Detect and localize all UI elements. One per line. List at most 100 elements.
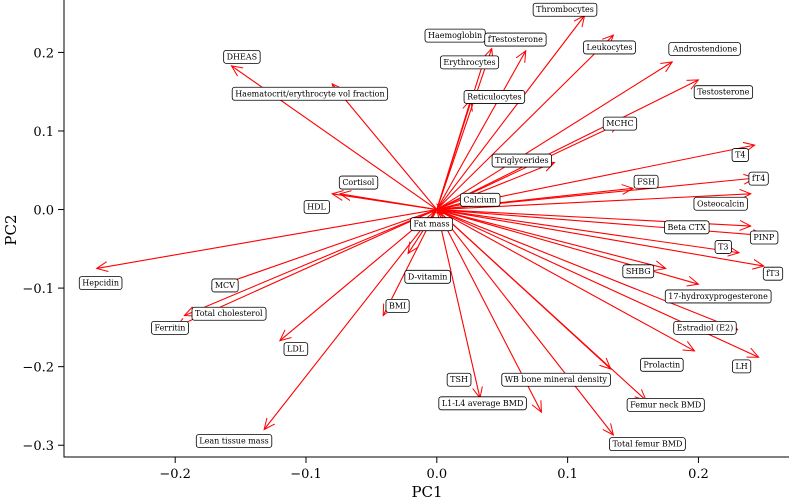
variable-label-text: Erythrocytes	[443, 58, 495, 67]
y-axis: −0.3 −0.2 −0.1 0.0 0.1 0.2	[22, 46, 64, 454]
variable-label-text: FSH	[637, 177, 655, 186]
variable-label-text: Androstendione	[672, 44, 738, 53]
x-tick-label: −0.1	[290, 467, 322, 482]
variable-label-text: LDL	[287, 345, 305, 354]
variable-label-cortisol: Cortisol	[338, 175, 379, 190]
variable-label-hdl: HDL	[303, 199, 330, 214]
variable-label-t4: T4	[731, 148, 749, 162]
variable-label-total-femur-bmd: Total femur BMD	[609, 437, 686, 452]
variable-label-text: Calcium	[463, 195, 497, 204]
label-box	[151, 320, 189, 335]
label-box	[622, 264, 655, 279]
label-box	[404, 269, 451, 284]
variable-label-reticulocytes: Reticulocytes	[463, 90, 526, 104]
variable-label-text: Leukocytes	[587, 43, 633, 52]
variable-label-thrombocytes: Thrombocytes	[532, 2, 598, 17]
label-box	[762, 266, 784, 281]
vector-arrow-mcv	[212, 209, 437, 289]
vector-arrow-androstendione	[436, 62, 672, 211]
variable-label-total-cholesterol: Total cholesterol	[191, 306, 267, 321]
label-box	[693, 85, 754, 100]
variable-label-text: 17-hydroxyprogesterone	[668, 292, 768, 301]
y-tick-label: −0.1	[22, 282, 54, 297]
variable-label-17-hydroxyprogesterone: 17-hydroxyprogesterone	[664, 289, 772, 304]
variable-label-pinp: PINP	[749, 230, 779, 245]
label-box	[491, 153, 552, 168]
variable-label-text: fTestosterone	[488, 35, 543, 44]
x-tick-label: −0.2	[159, 467, 191, 482]
vector-arrow-ldl	[280, 209, 438, 341]
vector-arrow-triglycerides	[436, 162, 555, 211]
variable-label-text: BMI	[389, 301, 406, 310]
variable-label-text: Femur neck BMD	[630, 400, 701, 409]
variable-label-text: Estradiol (E2)	[677, 323, 734, 332]
x-axis-title: PC1	[411, 483, 442, 501]
vector-arrow-haemoglobin	[436, 48, 492, 210]
y-axis-title: PC2	[2, 214, 20, 245]
y-tick-label: −0.3	[22, 439, 54, 454]
label-box	[749, 230, 779, 245]
variable-label-text: Reticulocytes	[467, 92, 522, 101]
variable-label-text: MCV	[215, 281, 235, 290]
variable-label-testosterone: Testosterone	[693, 85, 754, 100]
label-box	[459, 192, 501, 207]
variable-label-text: Cortisol	[342, 178, 374, 187]
label-box	[532, 2, 598, 17]
variable-label-text: Hepcidin	[82, 279, 119, 288]
vector-arrow-d-vitamin	[408, 209, 438, 254]
variable-label-mcv: MCV	[211, 278, 239, 293]
variable-label-femur-neck-bmd: Femur neck BMD	[626, 397, 705, 412]
y-tick-label: 0.1	[33, 125, 54, 140]
label-box	[714, 240, 732, 254]
variable-label-text: L1-L4 average BMD	[442, 399, 524, 408]
variable-label-text: Total cholesterol	[195, 309, 263, 318]
vector-arrow-estradiol-e2	[436, 209, 738, 330]
variable-label-text: Prolactin	[643, 360, 680, 369]
vector-arrow-femur-neck-bmd	[436, 209, 646, 401]
label-box	[626, 397, 705, 412]
variable-label-text: Thrombocytes	[536, 5, 594, 14]
variable-label-text: MCHC	[606, 119, 633, 128]
variable-label-prolactin: Prolactin	[640, 357, 684, 372]
vector-arrow-testosterone	[436, 80, 699, 211]
variable-label-text: D-vitamin	[408, 272, 448, 281]
variable-label-lean-tissue-mass: Lean tissue mass	[195, 434, 273, 448]
vector-arrow-prolactin	[436, 209, 695, 351]
label-box	[438, 396, 527, 411]
variable-label-text: fT3	[766, 269, 779, 278]
label-layer: Thrombocytes Haemoglobin fTestosterone Eryt…	[78, 2, 784, 452]
variable-label-beta-ctx: Beta CTX	[664, 220, 710, 235]
variable-label-osteocalcin: Osteocalcin	[693, 196, 748, 211]
variable-label-d-vitamin: D-vitamin	[404, 269, 451, 284]
variable-label-ft3: fT3	[762, 266, 784, 281]
label-box	[583, 40, 636, 55]
label-box	[748, 171, 769, 186]
variable-label-text: fT4	[752, 174, 765, 183]
variable-label-text: Haemoglobin	[428, 31, 482, 40]
variable-label-text: Triglycerides	[495, 156, 548, 165]
variable-label-text: Ferritin	[154, 323, 185, 332]
vector-arrow-ft3	[436, 208, 764, 267]
vector-arrow-shbg	[436, 209, 666, 269]
variable-label-text: Testosterone	[697, 88, 749, 97]
label-box	[609, 437, 686, 452]
label-box	[439, 55, 500, 70]
label-box	[410, 217, 454, 232]
label-box	[602, 116, 638, 131]
variable-label-text: Osteocalcin	[697, 199, 744, 208]
label-box	[78, 276, 123, 290]
variable-label-text: LH	[735, 362, 747, 371]
vector-arrow-reticulocytes	[436, 100, 471, 210]
x-tick-label: 0.1	[557, 467, 578, 482]
variable-label-triglycerides: Triglycerides	[491, 153, 552, 168]
variable-label-text: T4	[735, 151, 745, 160]
variable-label-l1-l4-average-bmd: L1-L4 average BMD	[438, 396, 527, 411]
variable-label-text: Lean tissue mass	[199, 437, 269, 446]
label-box	[211, 278, 239, 293]
variable-label-text: Haematocrit/erythrocyte vol fraction	[235, 89, 384, 98]
variable-label-text: HDL	[307, 202, 326, 211]
vector-arrow-leukocytes	[436, 35, 614, 210]
label-box	[191, 306, 267, 321]
vector-arrow-total-femur-bmd	[436, 209, 614, 435]
label-box	[338, 175, 379, 190]
